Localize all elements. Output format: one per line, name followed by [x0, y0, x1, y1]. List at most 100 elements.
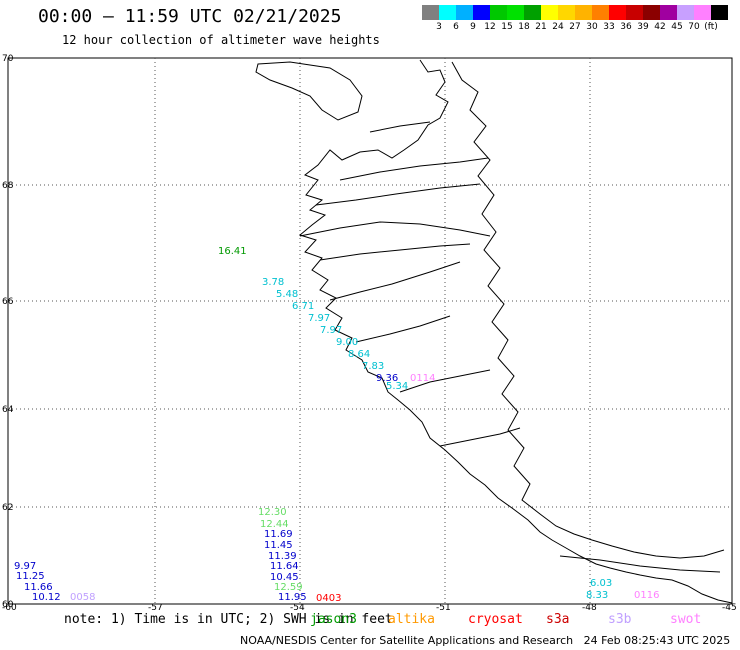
- latitude-label: 60: [2, 600, 14, 610]
- legend-item-s3b: s3b: [608, 612, 632, 627]
- color-swatch: [473, 5, 490, 20]
- legend-item-s3a: s3a: [546, 612, 570, 627]
- wave-height-label: 11.64: [270, 561, 299, 572]
- longitude-label: -57: [148, 603, 163, 613]
- map-title: 00:00 – 11:59 UTC 02/21/2025: [38, 6, 342, 27]
- wave-height-label: 6.71: [292, 301, 314, 312]
- color-scale-label: 3: [436, 22, 442, 32]
- wave-height-label: 12.59: [274, 582, 303, 593]
- wave-height-label: 6.03: [590, 578, 612, 589]
- fjord-9: [369, 121, 431, 133]
- longitude-label: -51: [436, 603, 451, 613]
- latitude-label: 62: [2, 503, 13, 513]
- color-scale-label: 21: [535, 22, 547, 32]
- color-swatch: [490, 5, 507, 20]
- wave-height-label: 12.44: [260, 519, 289, 530]
- ice-island-north: [255, 61, 363, 121]
- wave-height-label: 11.69: [264, 529, 293, 540]
- color-swatch: [575, 5, 592, 20]
- color-scale-label: 9: [470, 22, 476, 32]
- coastline: [255, 59, 733, 604]
- color-scale-label: 45: [671, 22, 683, 32]
- longitude-label: -60: [2, 603, 17, 613]
- longitude-label: -48: [582, 603, 597, 613]
- fjord-3: [329, 261, 461, 301]
- grid-lines: [8, 58, 732, 604]
- color-swatch: [711, 5, 728, 20]
- fjord-8: [439, 427, 521, 447]
- color-swatch: [609, 5, 626, 20]
- legend-item-cryosat: cryosat: [468, 612, 523, 627]
- credit-text: NOAA/NESDIS Center for Satellite Applica…: [240, 634, 574, 647]
- color-scale-label: 33: [603, 22, 615, 32]
- wave-height-label: 9.97: [14, 561, 36, 572]
- longitude-label: -54: [290, 603, 305, 613]
- wave-height-label: 12.30: [258, 507, 287, 518]
- coastline-inner: [451, 61, 725, 559]
- wave-height-label: 8.33: [586, 590, 608, 601]
- fjord-2: [319, 243, 471, 261]
- wave-height-label: 3.78: [262, 277, 284, 288]
- wave-height-label: 0403: [316, 593, 341, 604]
- wave-height-label: 11.25: [16, 571, 45, 582]
- fjord-7: [399, 369, 491, 393]
- wave-height-label: 7.97: [320, 325, 342, 336]
- color-scale-label: 15: [501, 22, 513, 32]
- color-swatch: [694, 5, 711, 20]
- wave-height-label: 16.41: [218, 246, 247, 257]
- latitude-labels: 70 68 66 64 62 60: [2, 54, 14, 610]
- color-swatch: [507, 5, 524, 20]
- color-swatch: [592, 5, 609, 20]
- wave-height-label: 10.12: [32, 592, 61, 603]
- wave-height-label: 11.95: [278, 592, 307, 603]
- fjord-4: [339, 157, 489, 181]
- color-swatch: [541, 5, 558, 20]
- note-text: note: 1) Time is in UTC; 2) SWH is in fe…: [64, 612, 393, 627]
- color-swatch: [439, 5, 456, 20]
- wave-height-label: 5.34: [386, 381, 408, 392]
- color-swatch: [677, 5, 694, 20]
- color-scale-label: 18: [518, 22, 530, 32]
- color-scale-label: 39: [637, 22, 649, 32]
- wave-height-label: 7.97: [308, 313, 330, 324]
- wave-height-label: 11.45: [264, 540, 293, 551]
- color-swatch: [524, 5, 541, 20]
- footer-credit: NOAA/NESDIS Center for Satellite Applica…: [240, 634, 730, 647]
- color-scale-label: 42: [654, 22, 666, 32]
- wave-height-label: 0058: [70, 592, 95, 603]
- color-swatch: [558, 5, 575, 20]
- wave-height-label: 0114: [410, 373, 435, 384]
- wave-height-label: 11.39: [268, 551, 297, 562]
- coastline-main: [298, 59, 733, 604]
- color-scale-label: 27: [569, 22, 581, 32]
- wave-height-label: 9.00: [336, 337, 358, 348]
- map-subtitle: 12 hour collection of altimeter wave hei…: [62, 33, 380, 47]
- color-swatch: [626, 5, 643, 20]
- wave-height-label: 0116: [634, 590, 659, 601]
- latitude-label: 64: [2, 405, 14, 415]
- color-scale-label: 70: [688, 22, 700, 32]
- legend-item-altika: altika: [388, 612, 435, 627]
- legend-item-jason3: jason3: [310, 612, 357, 627]
- wave-height-label: 11.66: [24, 582, 53, 593]
- latitude-label: 66: [2, 297, 14, 307]
- latitude-label: 70: [2, 54, 14, 64]
- color-swatch: [643, 5, 660, 20]
- wave-height-label: 8.64: [348, 349, 370, 360]
- color-swatch: [422, 5, 439, 20]
- longitude-label: -45: [722, 603, 737, 613]
- color-swatch: [660, 5, 677, 20]
- fjord-10: [559, 555, 721, 573]
- fjord-1: [299, 221, 491, 237]
- wave-height-label: 10.45: [270, 572, 299, 583]
- map-frame: [7, 57, 733, 605]
- color-scale-label: 12: [484, 22, 496, 32]
- color-swatch: [456, 5, 473, 20]
- wave-height-labels: 16.413.785.486.717.977.979.008.647.839.3…: [14, 246, 659, 604]
- wave-height-label: 7.83: [362, 361, 384, 372]
- fjord-5: [315, 183, 481, 206]
- wave-height-label: 9.36: [376, 373, 398, 384]
- fjord-6: [355, 315, 451, 343]
- wave-height-label: 5.48: [276, 289, 298, 300]
